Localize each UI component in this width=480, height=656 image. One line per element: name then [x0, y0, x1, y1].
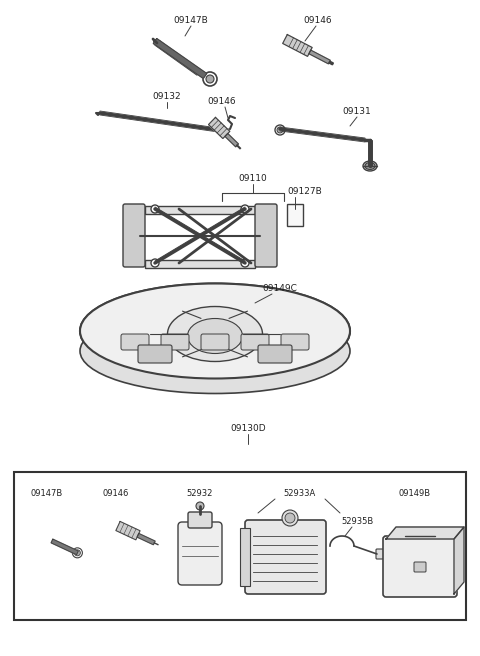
- Circle shape: [151, 205, 159, 213]
- FancyBboxPatch shape: [201, 334, 229, 350]
- FancyBboxPatch shape: [188, 512, 212, 528]
- Polygon shape: [225, 134, 239, 147]
- Ellipse shape: [363, 161, 377, 171]
- Polygon shape: [309, 50, 330, 64]
- Text: 52932: 52932: [187, 489, 213, 498]
- FancyBboxPatch shape: [138, 345, 172, 363]
- FancyBboxPatch shape: [383, 536, 457, 597]
- FancyBboxPatch shape: [414, 562, 426, 572]
- Text: 09110: 09110: [239, 174, 267, 183]
- Circle shape: [241, 205, 249, 213]
- Polygon shape: [283, 35, 312, 56]
- Text: 09146: 09146: [208, 97, 236, 106]
- Circle shape: [241, 259, 249, 267]
- Bar: [14, 472, 466, 620]
- FancyBboxPatch shape: [121, 334, 149, 350]
- Ellipse shape: [80, 308, 350, 394]
- Text: 09130D: 09130D: [230, 424, 266, 433]
- Polygon shape: [137, 533, 155, 544]
- Bar: [145, 260, 255, 268]
- FancyBboxPatch shape: [281, 334, 309, 350]
- Circle shape: [285, 513, 295, 523]
- Circle shape: [206, 75, 214, 83]
- Text: 09132: 09132: [153, 92, 181, 101]
- Polygon shape: [153, 39, 207, 79]
- Polygon shape: [386, 527, 464, 539]
- Text: 52935B: 52935B: [342, 517, 374, 526]
- Polygon shape: [51, 539, 78, 554]
- Text: 52933A: 52933A: [284, 489, 316, 498]
- Circle shape: [72, 548, 83, 558]
- Ellipse shape: [80, 283, 350, 379]
- FancyBboxPatch shape: [255, 204, 277, 267]
- Text: 09149C: 09149C: [263, 284, 298, 293]
- Bar: [287, 204, 303, 226]
- Circle shape: [196, 502, 204, 510]
- Circle shape: [151, 259, 159, 267]
- FancyBboxPatch shape: [178, 522, 222, 585]
- FancyBboxPatch shape: [258, 345, 292, 363]
- Polygon shape: [116, 522, 140, 540]
- Bar: [240, 528, 250, 586]
- Circle shape: [203, 72, 217, 86]
- Ellipse shape: [80, 283, 350, 379]
- Ellipse shape: [188, 319, 242, 354]
- FancyBboxPatch shape: [376, 549, 390, 559]
- Circle shape: [74, 550, 80, 556]
- Polygon shape: [208, 117, 230, 138]
- Ellipse shape: [365, 163, 375, 169]
- Circle shape: [275, 125, 285, 135]
- Text: 09149B: 09149B: [399, 489, 431, 498]
- Text: 09146: 09146: [304, 16, 332, 25]
- Text: 09147B: 09147B: [31, 489, 63, 498]
- Polygon shape: [329, 61, 334, 65]
- FancyBboxPatch shape: [161, 334, 189, 350]
- Text: 09127B: 09127B: [288, 187, 323, 196]
- Circle shape: [277, 127, 283, 133]
- Circle shape: [282, 510, 298, 526]
- FancyBboxPatch shape: [123, 204, 145, 267]
- Text: 09146: 09146: [103, 489, 129, 498]
- Text: 09147B: 09147B: [174, 16, 208, 25]
- Bar: [145, 206, 255, 214]
- Text: 09131: 09131: [343, 107, 372, 116]
- Polygon shape: [454, 527, 464, 594]
- Ellipse shape: [168, 306, 263, 361]
- FancyBboxPatch shape: [241, 334, 269, 350]
- FancyBboxPatch shape: [245, 520, 326, 594]
